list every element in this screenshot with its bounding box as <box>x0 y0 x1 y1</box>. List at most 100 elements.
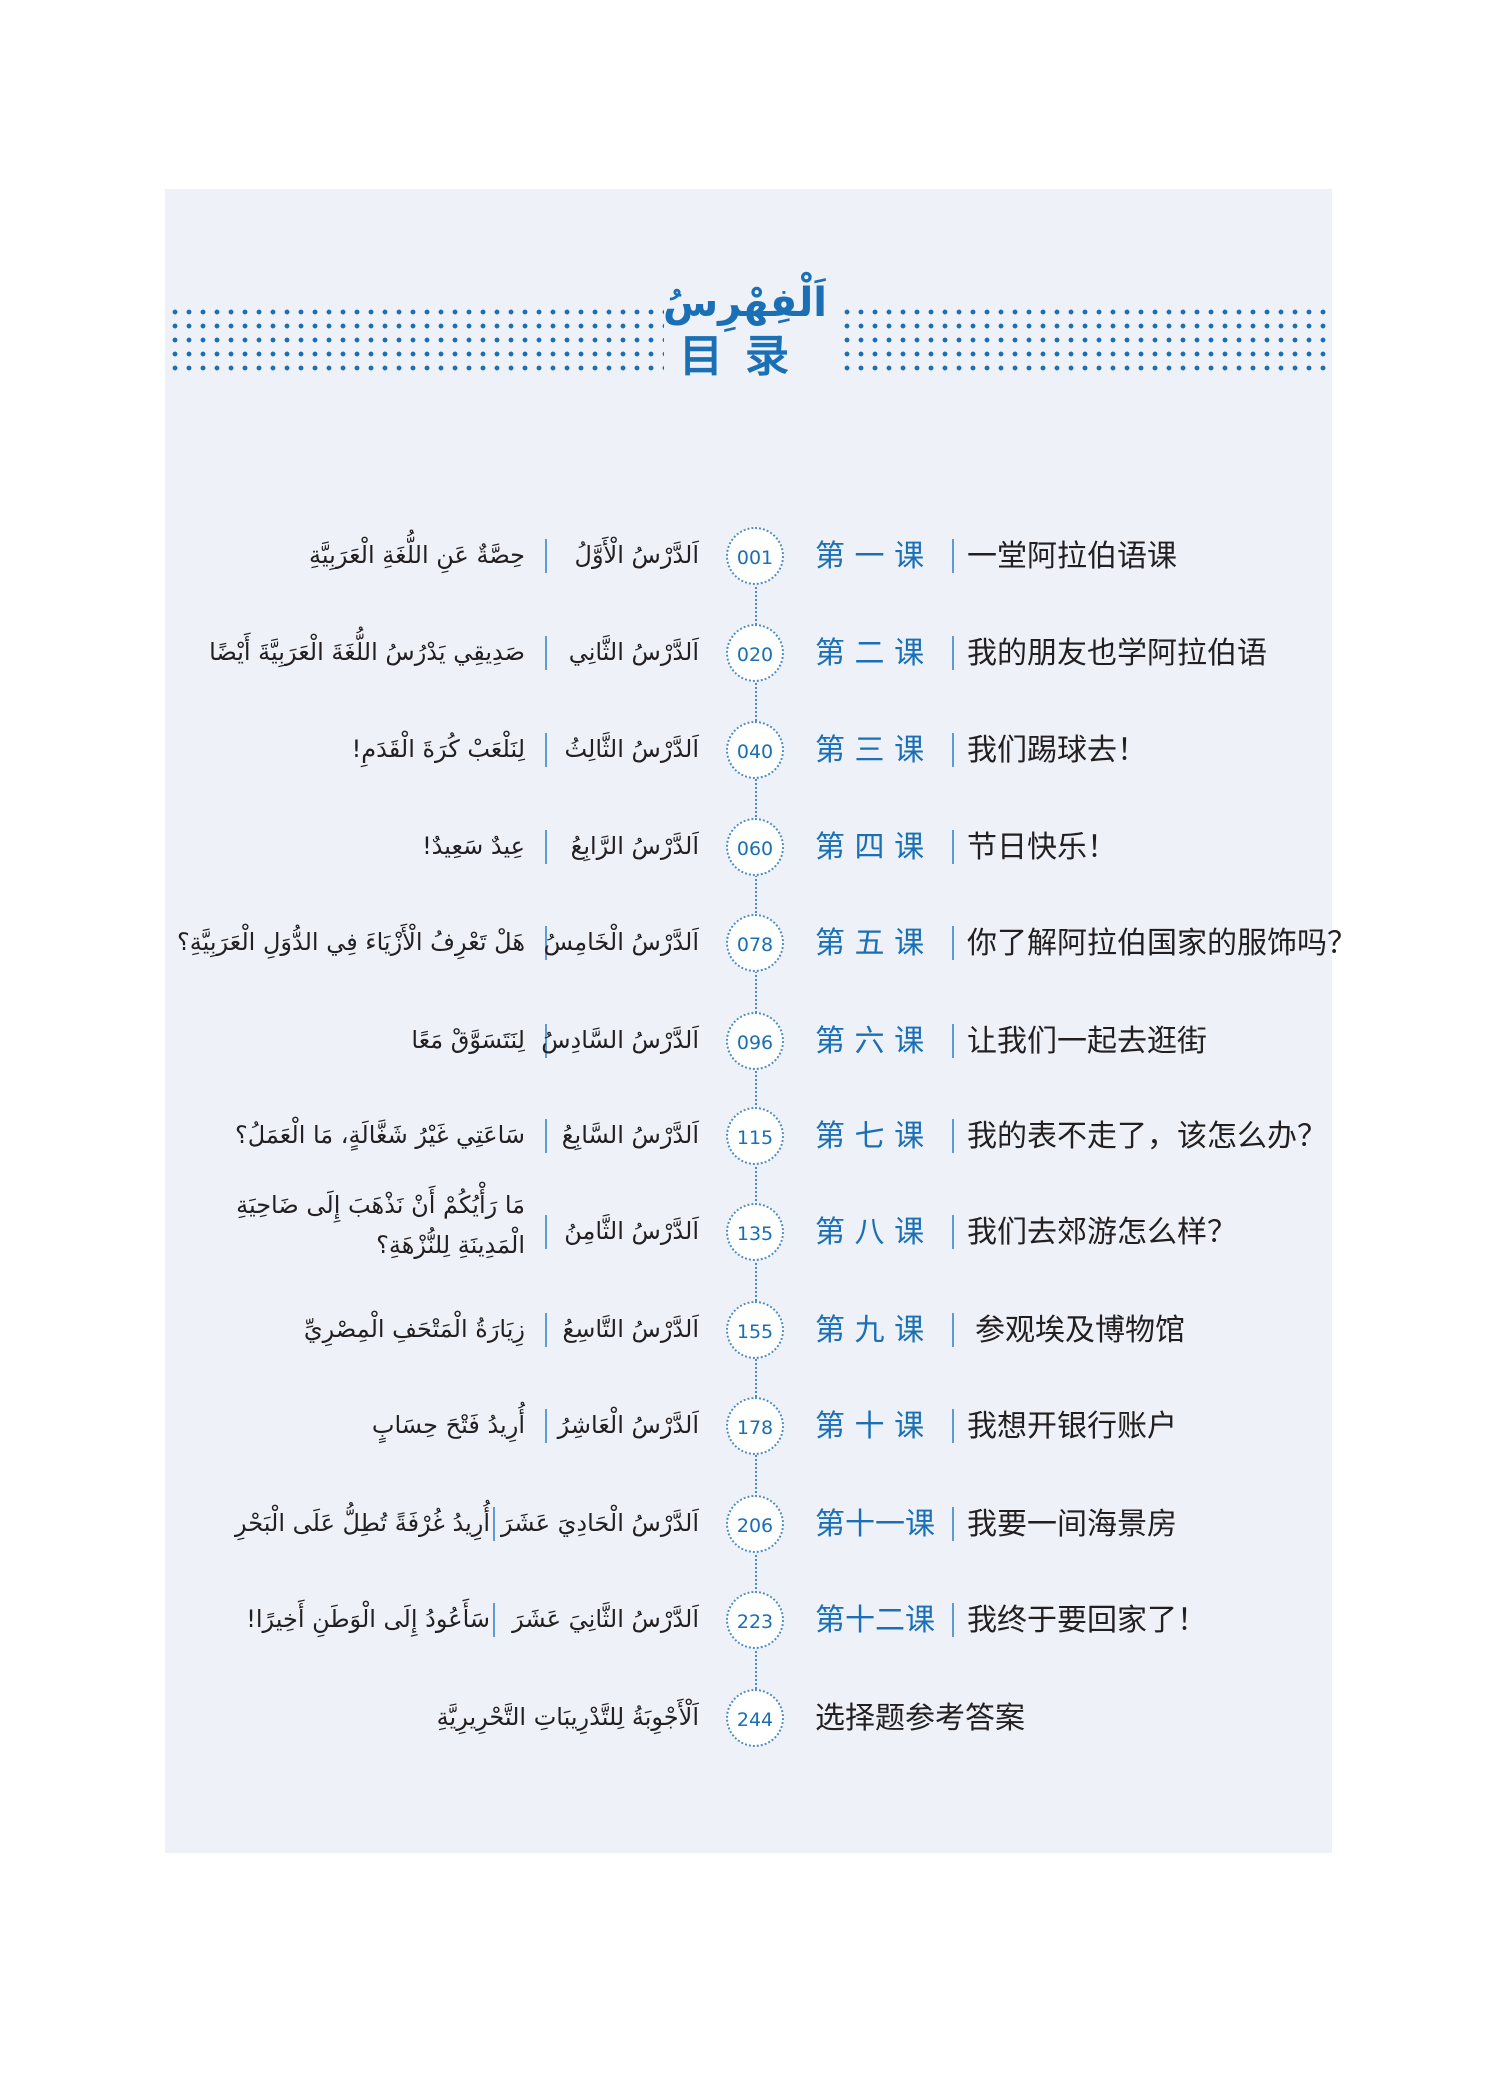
lesson-row[interactable]: أُرِيدُ غُرْفَةً تُطِلُّ عَلَى الْبَحْرِ… <box>0 1485 1490 1565</box>
separator <box>952 1603 954 1637</box>
lesson-label-arabic: اَلدَّرْسُ الْأَوَّلُ <box>574 541 699 569</box>
page-number-circle: 078 <box>726 914 784 972</box>
lesson-label-arabic: اَلدَّرْسُ الرَّابِعُ <box>570 832 699 860</box>
separator <box>952 830 954 864</box>
page-number-circle: 223 <box>726 1591 784 1649</box>
lesson-row[interactable]: عِيدٌ سَعِيدٌ! اَلدَّرْسُ الرَّابِعُ 060 第 … <box>0 808 1490 888</box>
lesson-title-arabic: أُرِيدُ فَتْحَ حِسَابٍ <box>371 1411 525 1439</box>
lesson-title-chinese: 你了解阿拉伯国家的服饰吗？ <box>967 926 1357 961</box>
lesson-title-arabic: لِنَتَسَوَّقْ مَعًا <box>411 1026 525 1054</box>
separator <box>545 1313 547 1347</box>
lesson-title-arabic: زِيَارَةُ الْمَتْحَفِ الْمِصْرِيِّ <box>303 1315 525 1343</box>
separator <box>545 539 547 573</box>
lesson-label-arabic: اَلدَّرْسُ السَّادِسُ <box>541 1026 699 1054</box>
lesson-title-chinese: 我的朋友也学阿拉伯语 <box>967 636 1267 671</box>
lesson-title-arabic: حِصَّةٌ عَنِ اللُّغَةِ الْعَرَبِيَّةِ <box>309 541 525 569</box>
separator <box>545 1119 547 1153</box>
lesson-label-chinese: 第 六 课 <box>815 1024 925 1059</box>
dot-pattern-right <box>840 305 1330 373</box>
lesson-title-chinese: 节日快乐！ <box>967 830 1117 865</box>
page-number-circle: 020 <box>726 624 784 682</box>
page-number-circle: 060 <box>726 818 784 876</box>
separator <box>952 1507 954 1541</box>
lesson-title-chinese: 我终于要回家了！ <box>967 1603 1207 1638</box>
lesson-label-arabic: اَلدَّرْسُ الْعَاشِرُ <box>557 1411 699 1439</box>
lesson-row[interactable]: أُرِيدُ فَتْحَ حِسَابٍ اَلدَّرْسُ الْعَاش… <box>0 1387 1490 1467</box>
separator <box>952 1313 954 1347</box>
lesson-label-chinese: 第十一课 <box>815 1507 935 1542</box>
lesson-title-arabic: مَا رَأْيُكُمْ أَنْ نَذْهَبَ إِلَى ضَاحِ… <box>236 1191 525 1259</box>
lesson-label-arabic: اَلدَّرْسُ الثَّانِي <box>568 638 699 666</box>
lesson-label-chinese: 第 三 课 <box>815 733 925 768</box>
separator <box>493 1507 495 1541</box>
lesson-title-chinese: 参观埃及博物馆 <box>975 1313 1185 1348</box>
lesson-row[interactable]: مَا رَأْيُكُمْ أَنْ نَذْهَبَ إِلَى ضَاحِ… <box>0 1191 1490 1273</box>
separator <box>952 926 954 960</box>
title-arabic: اَلْفِهْرِسُ <box>662 280 827 326</box>
lesson-label-arabic: اَلدَّرْسُ الثَّالِثُ <box>564 735 699 763</box>
separator <box>952 1215 954 1249</box>
lesson-label-arabic: اَلدَّرْسُ السَّابِعُ <box>561 1121 699 1149</box>
page-number-circle: 178 <box>726 1397 784 1455</box>
lesson-title-arabic: صَدِيقِي يَدْرُسُ اللُّغَةَ الْعَرَبِيَّ… <box>209 638 525 666</box>
lesson-title-chinese: 我们去郊游怎么样？ <box>967 1215 1237 1250</box>
lesson-label-chinese: 第 七 课 <box>815 1119 925 1154</box>
separator <box>952 1119 954 1153</box>
lesson-title-chinese: 我要一间海景房 <box>967 1507 1177 1542</box>
lesson-label-chinese: 第 十 课 <box>815 1409 925 1444</box>
lesson-label-arabic: اَلدَّرْسُ الثَّانِيَ عَشَرَ <box>512 1605 699 1633</box>
lesson-title-chinese: 一堂阿拉伯语课 <box>967 539 1177 574</box>
answers-arabic: اَلْأَجْوِبَةُ لِلتَّدْرِيبَاتِ التَّحْر… <box>436 1703 699 1731</box>
separator <box>952 539 954 573</box>
lesson-label-chinese: 第 二 课 <box>815 636 925 671</box>
lesson-title-arabic: أُرِيدُ غُرْفَةً تُطِلُّ عَلَى الْبَحْرِ <box>235 1509 490 1537</box>
separator <box>952 636 954 670</box>
lesson-label-arabic: اَلدَّرْسُ الثَّامِنُ <box>564 1217 699 1245</box>
page-number-circle: 096 <box>726 1012 784 1070</box>
separator <box>545 1215 547 1249</box>
lesson-title-arabic: هَلْ تَعْرِفُ الْأَزْيَاءَ فِي الدُّوَلِ… <box>177 928 525 956</box>
lesson-title-chinese: 我的表不走了，该怎么办？ <box>967 1119 1327 1154</box>
page-number-circle: 115 <box>726 1107 784 1165</box>
lesson-row[interactable]: سَأَعُودُ إِلَى الْوَطَنِ أَخِيرًا! اَلدَ… <box>0 1581 1490 1661</box>
lesson-row[interactable]: حِصَّةٌ عَنِ اللُّغَةِ الْعَرَبِيَّةِ اَل… <box>0 517 1490 597</box>
separator <box>545 830 547 864</box>
lesson-row[interactable]: سَاعَتِي غَيْرُ شَغَّالَةٍ، مَا الْعَمَل… <box>0 1097 1490 1177</box>
lesson-label-arabic: اَلدَّرْسُ التَّاسِعُ <box>562 1315 699 1343</box>
dot-pattern-left <box>168 305 664 373</box>
answers-row[interactable]: اَلْأَجْوِبَةُ لِلتَّدْرِيبَاتِ التَّحْر… <box>0 1679 1490 1759</box>
lesson-row[interactable]: لِنَلْعَبْ كُرَةَ الْقَدَمِ! اَلدَّرْسُ ا… <box>0 711 1490 791</box>
lesson-row[interactable]: زِيَارَةُ الْمَتْحَفِ الْمِصْرِيِّ اَلدَّ… <box>0 1291 1490 1371</box>
lesson-label-arabic: اَلدَّرْسُ الْخَامِسُ <box>543 928 699 956</box>
separator <box>545 926 547 960</box>
separator <box>952 1024 954 1058</box>
lesson-title-arabic: سَاعَتِي غَيْرُ شَغَّالَةٍ، مَا الْعَمَل… <box>235 1121 525 1149</box>
lesson-label-chinese: 第十二课 <box>815 1603 935 1638</box>
answers-chinese: 选择题参考答案 <box>815 1701 1025 1736</box>
separator <box>545 1024 547 1058</box>
separator <box>952 733 954 767</box>
lesson-label-chinese: 第 四 课 <box>815 830 925 865</box>
page-number-circle: 040 <box>726 721 784 779</box>
lesson-title-chinese: 我们踢球去！ <box>967 733 1147 768</box>
lesson-label-chinese: 第 八 课 <box>815 1215 925 1250</box>
lesson-title-chinese: 我想开银行账户 <box>967 1409 1177 1444</box>
page-number-circle: 001 <box>726 527 784 585</box>
lesson-label-chinese: 第 五 课 <box>815 926 925 961</box>
lesson-label-chinese: 第 九 课 <box>815 1313 925 1348</box>
page-number-circle: 155 <box>726 1301 784 1359</box>
separator <box>545 636 547 670</box>
lesson-label-arabic: اَلدَّرْسُ الْحَادِيَ عَشَرَ <box>501 1509 699 1537</box>
page-number-circle: 244 <box>726 1689 784 1747</box>
lesson-title-chinese: 让我们一起去逛街 <box>967 1024 1207 1059</box>
separator <box>545 1409 547 1443</box>
lesson-row[interactable]: صَدِيقِي يَدْرُسُ اللُّغَةَ الْعَرَبِيَّ… <box>0 614 1490 694</box>
lesson-row[interactable]: هَلْ تَعْرِفُ الْأَزْيَاءَ فِي الدُّوَلِ… <box>0 904 1490 984</box>
separator <box>493 1603 495 1637</box>
lesson-title-arabic: لِنَلْعَبْ كُرَةَ الْقَدَمِ! <box>351 735 525 763</box>
separator <box>952 1409 954 1443</box>
lesson-row[interactable]: لِنَتَسَوَّقْ مَعًا اَلدَّرْسُ السَّادِسُ… <box>0 1002 1490 1082</box>
title-chinese: 目录 <box>679 331 811 382</box>
lesson-label-chinese: 第 一 课 <box>815 539 925 574</box>
page-number-circle: 206 <box>726 1495 784 1553</box>
